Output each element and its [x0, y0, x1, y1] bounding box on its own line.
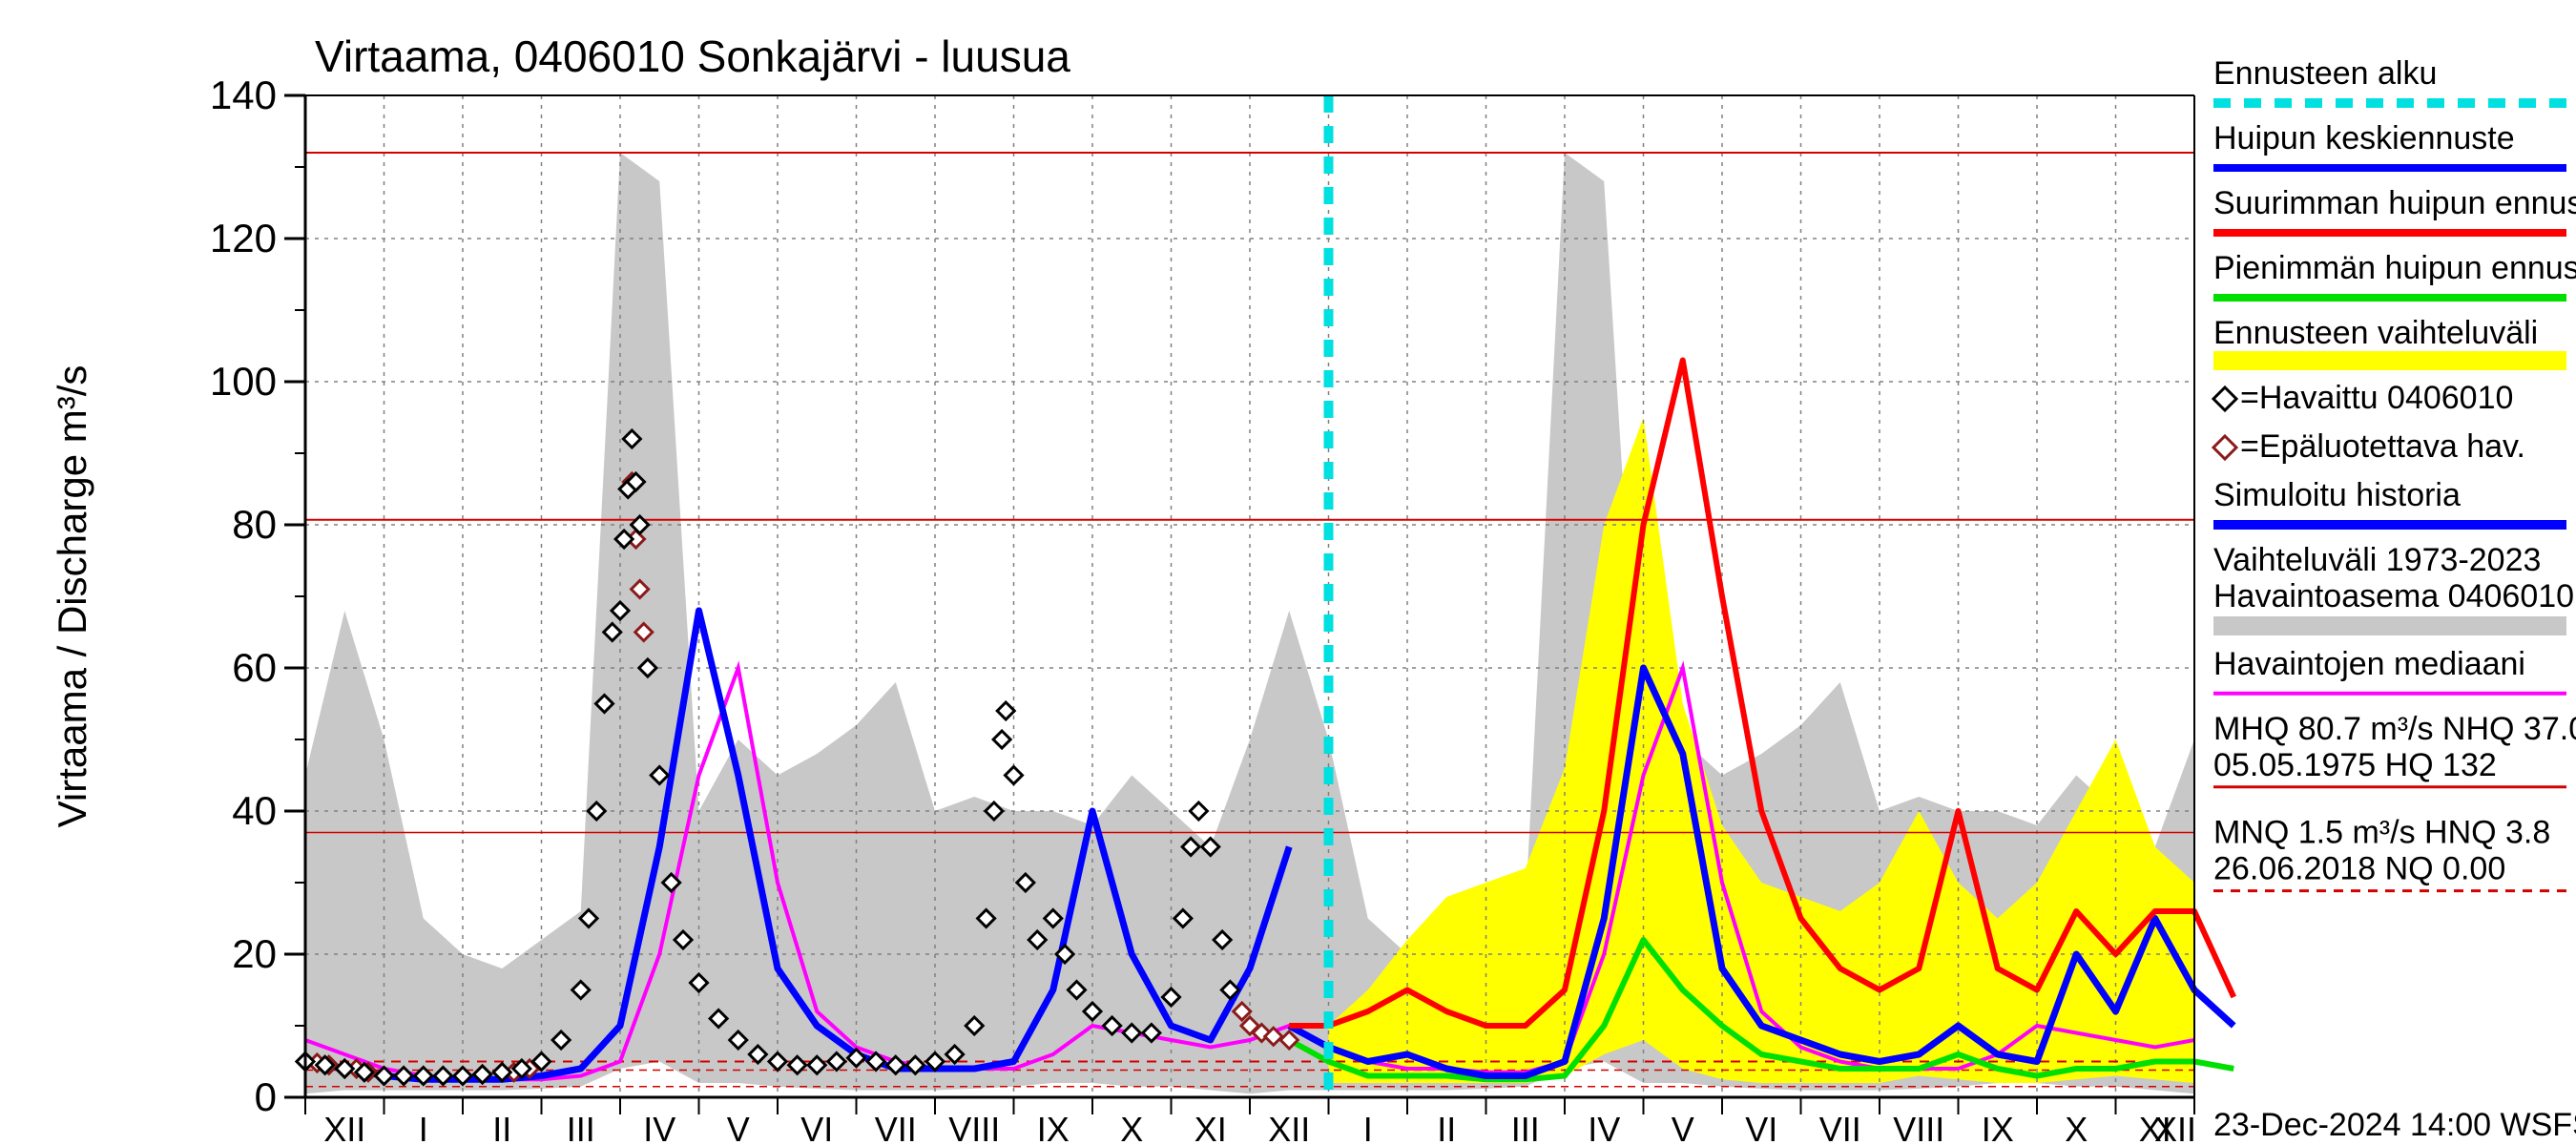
svg-text:XII: XII [1268, 1110, 1310, 1145]
svg-text:IV: IV [1588, 1110, 1620, 1145]
svg-text:III: III [567, 1110, 595, 1145]
svg-text:II: II [492, 1110, 511, 1145]
svg-text:XII: XII [2154, 1110, 2196, 1145]
svg-text:I: I [419, 1110, 428, 1145]
svg-text:20: 20 [232, 931, 277, 976]
svg-text:120: 120 [210, 216, 277, 260]
svg-text:II: II [1437, 1110, 1456, 1145]
svg-text:Vaihteluväli 1973-2023: Vaihteluväli 1973-2023 [2213, 542, 2541, 578]
svg-text:60: 60 [232, 645, 277, 690]
footer-timestamp: 23-Dec-2024 14:00 WSFS-O [2213, 1107, 2576, 1143]
svg-text:IV: IV [643, 1110, 675, 1145]
svg-text:05.05.1975 HQ 132: 05.05.1975 HQ 132 [2213, 747, 2497, 783]
svg-text:V: V [1672, 1110, 1694, 1145]
svg-text:IX: IX [1037, 1110, 1070, 1145]
svg-text:MHQ 80.7 m³/s NHQ 37.0: MHQ 80.7 m³/s NHQ 37.0 [2213, 711, 2576, 747]
svg-text:VI: VI [800, 1110, 833, 1145]
y-axis-label: Virtaama / Discharge m³/s [50, 365, 94, 828]
svg-text:III: III [1511, 1110, 1540, 1145]
svg-text:MNQ 1.5 m³/s HNQ 3.8: MNQ 1.5 m³/s HNQ 3.8 [2213, 815, 2550, 851]
svg-text:40: 40 [232, 788, 277, 833]
svg-text:Huipun keskiennuste: Huipun keskiennuste [2213, 120, 2515, 156]
svg-text:Suurimman huipun ennuste: Suurimman huipun ennuste [2213, 185, 2576, 221]
svg-text:XII: XII [323, 1110, 365, 1145]
hydrograph-chart: 0 20 40 60 80 100 120 140 Virtaama / Discharge m… [0, 0, 2576, 1145]
svg-text:I: I [1363, 1110, 1373, 1145]
svg-text:VII: VII [875, 1110, 917, 1145]
svg-text:80: 80 [232, 502, 277, 547]
svg-text:Ennusteen vaihteluväli: Ennusteen vaihteluväli [2213, 315, 2538, 351]
svg-text:Simuloitu historia: Simuloitu historia [2213, 477, 2461, 513]
svg-text:VIII: VIII [948, 1110, 1000, 1145]
svg-text:26.06.2018 NQ 0.00: 26.06.2018 NQ 0.00 [2213, 851, 2505, 887]
svg-text:XI: XI [1195, 1110, 1227, 1145]
svg-text:IX: IX [1982, 1110, 2014, 1145]
svg-text:VII: VII [1819, 1110, 1861, 1145]
svg-text:VIII: VIII [1893, 1110, 1944, 1145]
svg-text:Havaintoasema 0406010: Havaintoasema 0406010 [2213, 578, 2574, 614]
svg-text:0: 0 [255, 1074, 277, 1119]
svg-text:VI: VI [1745, 1110, 1777, 1145]
svg-text:100: 100 [210, 359, 277, 404]
chart-title: Virtaama, 0406010 Sonkajärvi - luusua [315, 31, 1070, 81]
svg-text:X: X [1120, 1110, 1143, 1145]
svg-text:Havaintojen mediaani: Havaintojen mediaani [2213, 646, 2525, 682]
svg-text:140: 140 [210, 73, 277, 117]
svg-text:V: V [727, 1110, 750, 1145]
chart-svg: 0 20 40 60 80 100 120 140 Virtaama / Discharge m… [0, 0, 2576, 1145]
svg-text:X: X [2065, 1110, 2088, 1145]
svg-text:=Epäluotettava hav.: =Epäluotettava hav. [2240, 428, 2525, 465]
svg-text:Pienimmän huipun ennuste: Pienimmän huipun ennuste [2213, 250, 2576, 286]
svg-text:Ennusteen alku: Ennusteen alku [2213, 55, 2437, 92]
svg-text:=Havaittu 0406010: =Havaittu 0406010 [2240, 380, 2513, 416]
